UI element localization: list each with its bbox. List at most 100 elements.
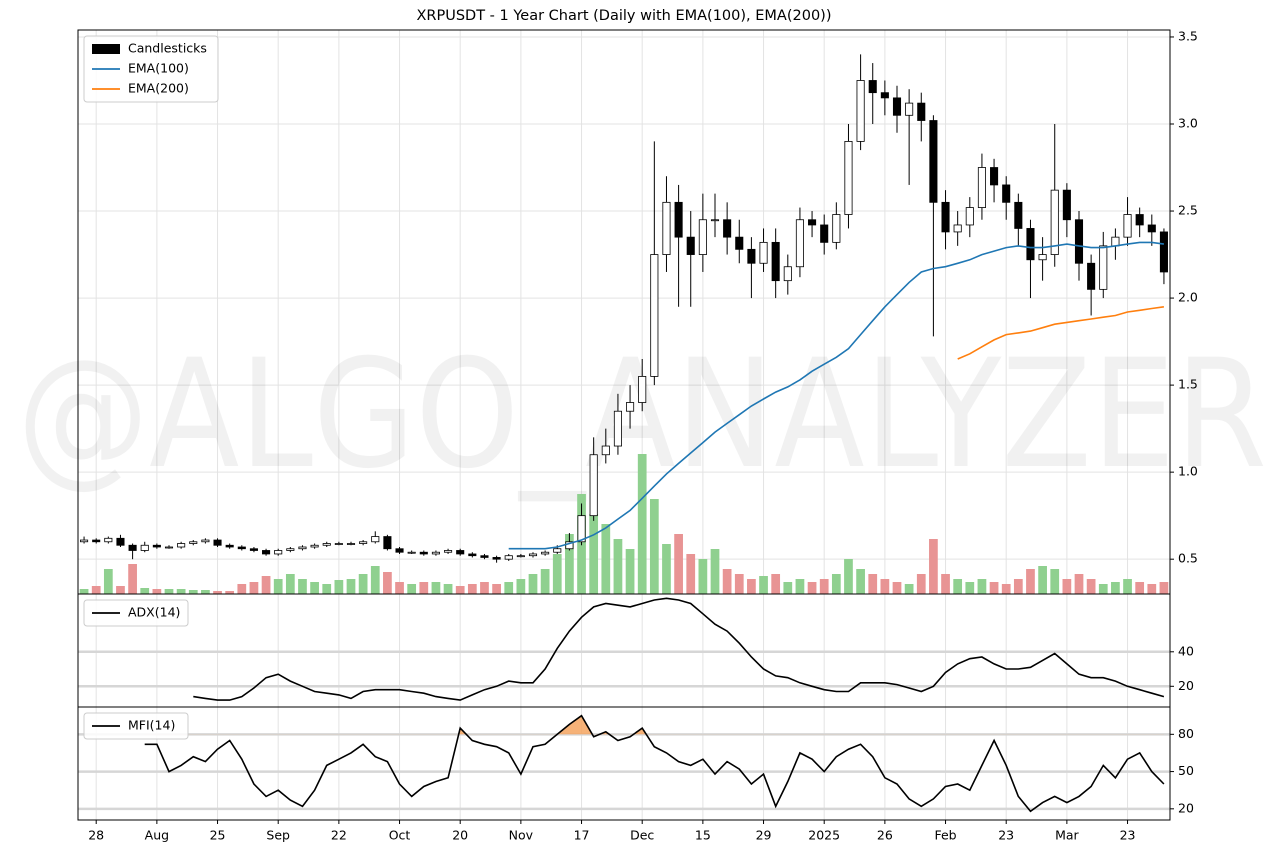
candle-body xyxy=(723,219,732,238)
volume-bar xyxy=(989,582,999,594)
volume-bar xyxy=(431,582,441,594)
volume-bar xyxy=(747,579,756,594)
candle-body xyxy=(832,214,841,243)
volume-bar xyxy=(710,549,720,594)
volume-bar xyxy=(880,579,890,594)
volume-bar xyxy=(977,579,987,594)
volume-bar xyxy=(844,559,853,594)
candle-body xyxy=(359,541,368,544)
volume-bar xyxy=(1135,582,1145,594)
candle-body xyxy=(407,551,416,554)
volume-bar xyxy=(91,586,101,594)
volume-bar xyxy=(79,589,89,594)
grid-layer xyxy=(78,30,1170,820)
volume-bar xyxy=(686,554,696,594)
y-tick-label: 1.5 xyxy=(1178,377,1198,392)
volume-bar xyxy=(601,524,611,594)
y-tick-label: 0.5 xyxy=(1178,551,1198,566)
candle-body xyxy=(1014,201,1023,229)
volume-bar xyxy=(273,579,283,594)
volume-bar xyxy=(455,586,465,594)
x-tick-label: 23 xyxy=(998,828,1014,843)
candle-body xyxy=(917,102,926,121)
volume-bar xyxy=(467,584,477,594)
candle-body xyxy=(1038,254,1047,261)
volume-bar xyxy=(261,576,271,594)
candle-body xyxy=(1050,189,1059,255)
candle-body xyxy=(1026,228,1035,261)
candle-body xyxy=(1135,214,1144,226)
chart-title: XRPUSDT - 1 Year Chart (Daily with EMA(1… xyxy=(416,8,831,24)
candle-body xyxy=(650,254,659,377)
volume-bar xyxy=(783,582,793,594)
volume-bar xyxy=(819,579,829,594)
volume-bar xyxy=(383,572,392,594)
volume-bar xyxy=(1050,569,1060,594)
volume-bar xyxy=(1013,579,1023,594)
volume-bar xyxy=(395,582,404,594)
candle-body xyxy=(1147,224,1156,233)
volume-bar xyxy=(504,582,514,594)
volume-bar xyxy=(480,582,489,594)
y-tick-label: 20 xyxy=(1178,678,1194,693)
candle-body xyxy=(225,544,234,548)
x-tick-label: 15 xyxy=(695,828,711,843)
x-tick-label: 26 xyxy=(877,828,893,843)
candle-body xyxy=(274,550,283,555)
volume-bar xyxy=(188,590,198,594)
candle-body xyxy=(577,515,586,543)
x-tick-label: Oct xyxy=(389,828,411,843)
legend-box xyxy=(83,712,189,740)
candle-body xyxy=(237,546,246,550)
volume-bar xyxy=(1086,579,1096,594)
volume-bar xyxy=(225,591,235,594)
candle-body xyxy=(662,201,671,255)
volume-bar xyxy=(322,584,332,594)
candle-body xyxy=(480,555,489,558)
volume-bar xyxy=(285,574,295,594)
volume-bar xyxy=(152,589,162,594)
candle-body xyxy=(856,80,865,142)
volume-bar xyxy=(795,579,805,594)
x-tick-label: Aug xyxy=(145,828,169,843)
volume-bar xyxy=(662,544,671,594)
x-tick-label: Nov xyxy=(509,828,534,843)
volume-bar xyxy=(358,574,368,594)
candle-body xyxy=(990,167,999,186)
ema-line xyxy=(957,306,1165,360)
volume-bar xyxy=(856,569,865,594)
volume-bar xyxy=(443,584,453,594)
x-tick-label: 20 xyxy=(452,828,468,843)
volume-bar xyxy=(298,579,307,594)
volume-bar xyxy=(953,579,963,594)
candle-body xyxy=(553,548,562,553)
candle-body xyxy=(892,97,902,116)
volume-bar xyxy=(904,584,914,594)
candle-body xyxy=(456,550,465,555)
candle-body xyxy=(128,544,137,551)
volume-bar xyxy=(698,559,708,594)
volume-bar xyxy=(1123,579,1132,594)
volume-bar xyxy=(565,534,574,594)
volume-bar xyxy=(552,554,562,594)
volume-bar xyxy=(929,539,938,594)
candle-body xyxy=(783,266,792,282)
candle-body xyxy=(710,219,720,222)
y-tick-label: 50 xyxy=(1178,763,1194,778)
candle-body xyxy=(735,236,744,250)
candle-body xyxy=(383,536,392,550)
x-tick-label: 17 xyxy=(574,828,590,843)
candle-body xyxy=(164,546,174,549)
volume-bar xyxy=(492,584,501,594)
volume-bar xyxy=(1098,584,1108,594)
candle-body xyxy=(189,541,198,544)
volume-bar xyxy=(916,574,926,594)
candle-body xyxy=(674,201,683,238)
candle-body xyxy=(977,167,986,208)
volume-bar xyxy=(128,564,137,594)
volume-bar xyxy=(965,582,975,594)
candle-body xyxy=(541,551,550,555)
volume-bar xyxy=(868,574,878,594)
x-tick-label: 2025 xyxy=(808,828,840,843)
